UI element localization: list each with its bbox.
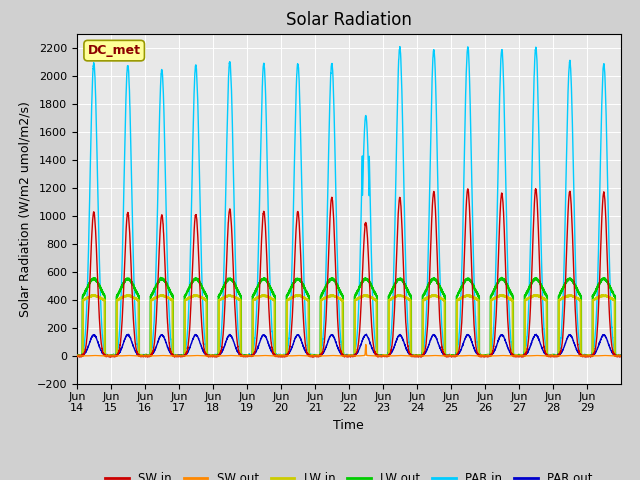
Title: Solar Radiation: Solar Radiation [286, 11, 412, 29]
Y-axis label: Solar Radiation (W/m2 umol/m2/s): Solar Radiation (W/m2 umol/m2/s) [18, 101, 31, 317]
Legend: SW in, SW out, LW in, LW out, PAR in, PAR out: SW in, SW out, LW in, LW out, PAR in, PA… [100, 467, 597, 480]
Text: DC_met: DC_met [88, 44, 141, 57]
X-axis label: Time: Time [333, 419, 364, 432]
